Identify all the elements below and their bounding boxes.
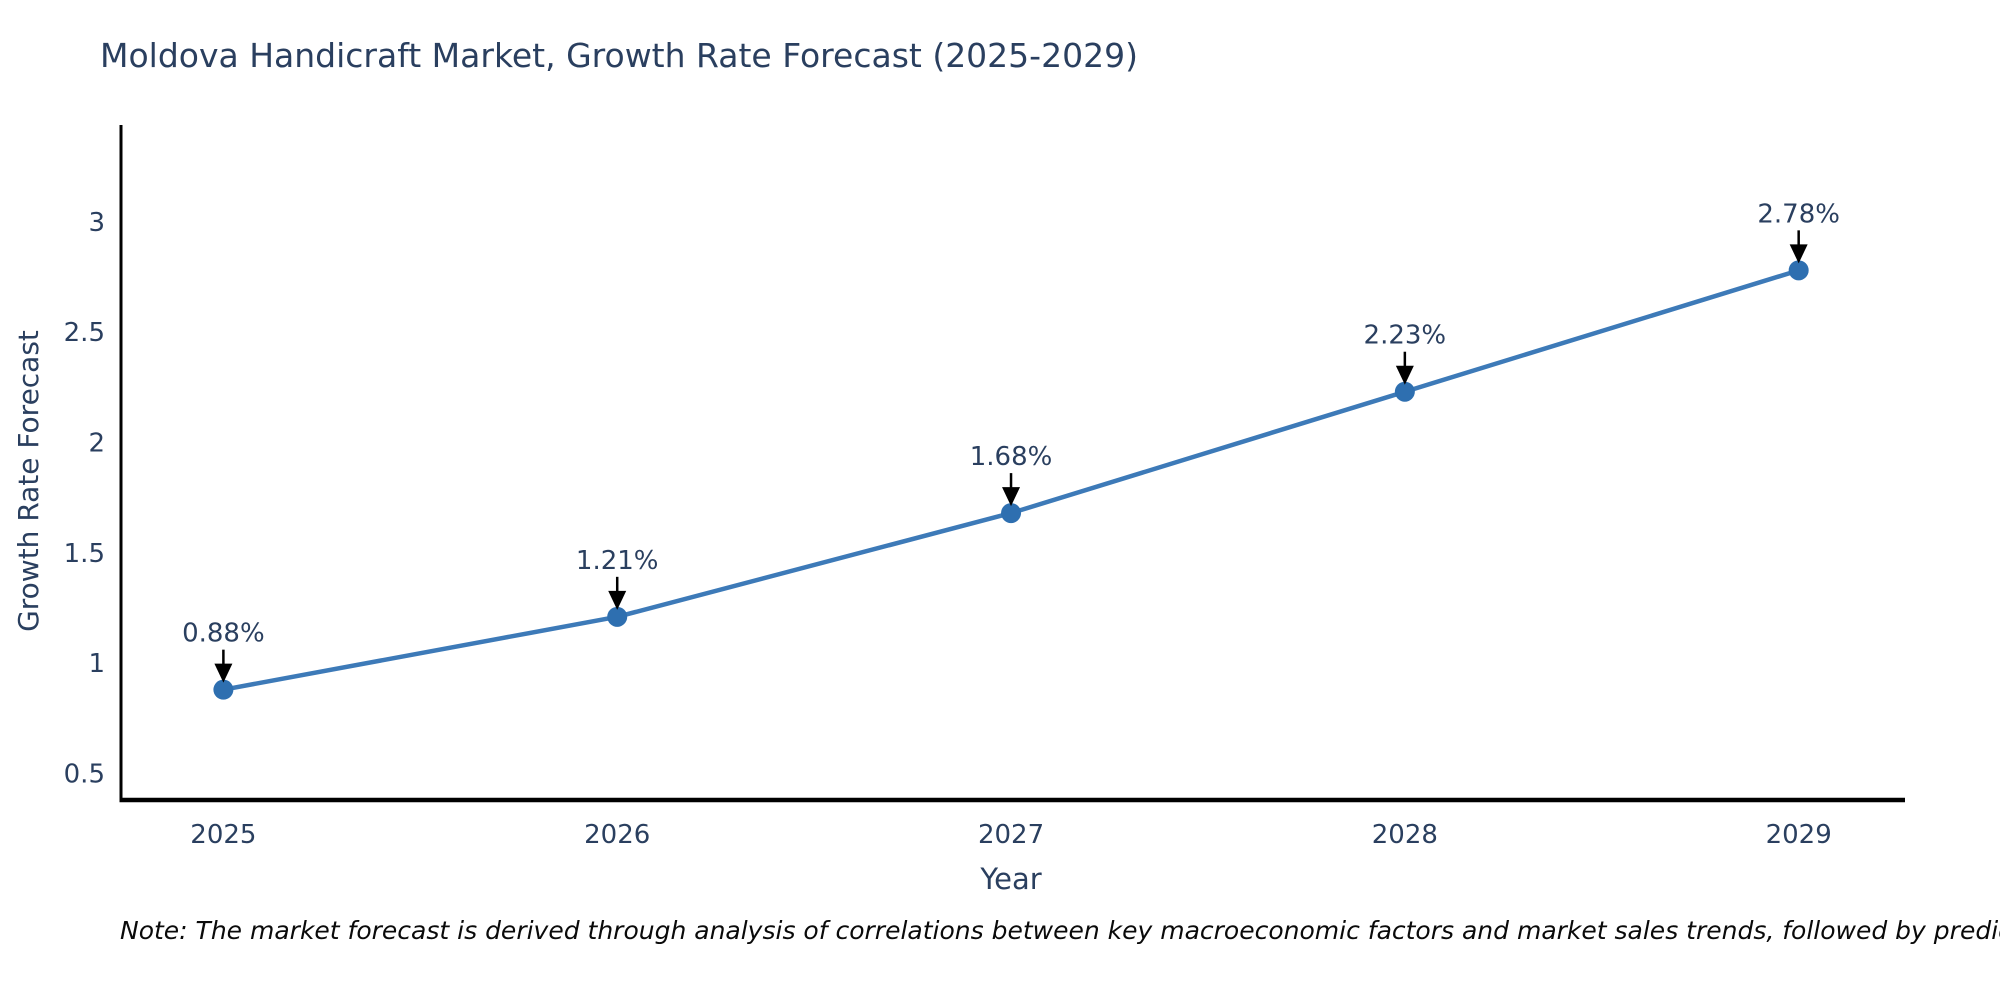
point-annotation-label: 1.21% xyxy=(576,546,659,576)
annotation-arrowhead-icon xyxy=(608,590,627,610)
y-tick-label: 0.5 xyxy=(64,760,105,790)
point-annotation-label: 0.88% xyxy=(182,619,265,649)
data-point-marker xyxy=(1788,260,1809,281)
x-axis-title: Year xyxy=(979,862,1041,896)
data-point-marker xyxy=(1394,381,1415,402)
data-point-marker xyxy=(213,679,234,700)
x-tick-label: 2027 xyxy=(978,820,1044,850)
y-tick-label: 2 xyxy=(88,428,105,458)
x-tick-label: 2029 xyxy=(1766,820,1832,850)
annotation-arrowhead-icon xyxy=(1789,244,1808,264)
chart-title: Moldova Handicraft Market, Growth Rate F… xyxy=(100,36,1138,75)
y-tick-label: 1.5 xyxy=(64,539,105,569)
x-tick-label: 2025 xyxy=(190,820,256,850)
point-annotation-label: 2.23% xyxy=(1364,321,1447,351)
point-annotation-label: 2.78% xyxy=(1757,199,1840,229)
point-annotation-label: 1.68% xyxy=(970,442,1053,472)
x-tick-label: 2028 xyxy=(1372,820,1438,850)
data-point-marker xyxy=(607,606,628,627)
y-tick-label: 3 xyxy=(88,208,105,238)
annotation-arrowhead-icon xyxy=(1395,365,1414,385)
y-axis-title: Growth Rate Forecast xyxy=(12,330,45,632)
data-point-marker xyxy=(1001,503,1022,524)
annotation-arrowhead-icon xyxy=(1002,487,1021,507)
annotation-arrowhead-icon xyxy=(214,663,233,683)
x-tick-label: 2026 xyxy=(584,820,650,850)
y-tick-label: 1 xyxy=(88,649,105,679)
y-tick-label: 2.5 xyxy=(64,318,105,348)
footnote-text: Note: The market forecast is derived thr… xyxy=(120,916,2000,945)
